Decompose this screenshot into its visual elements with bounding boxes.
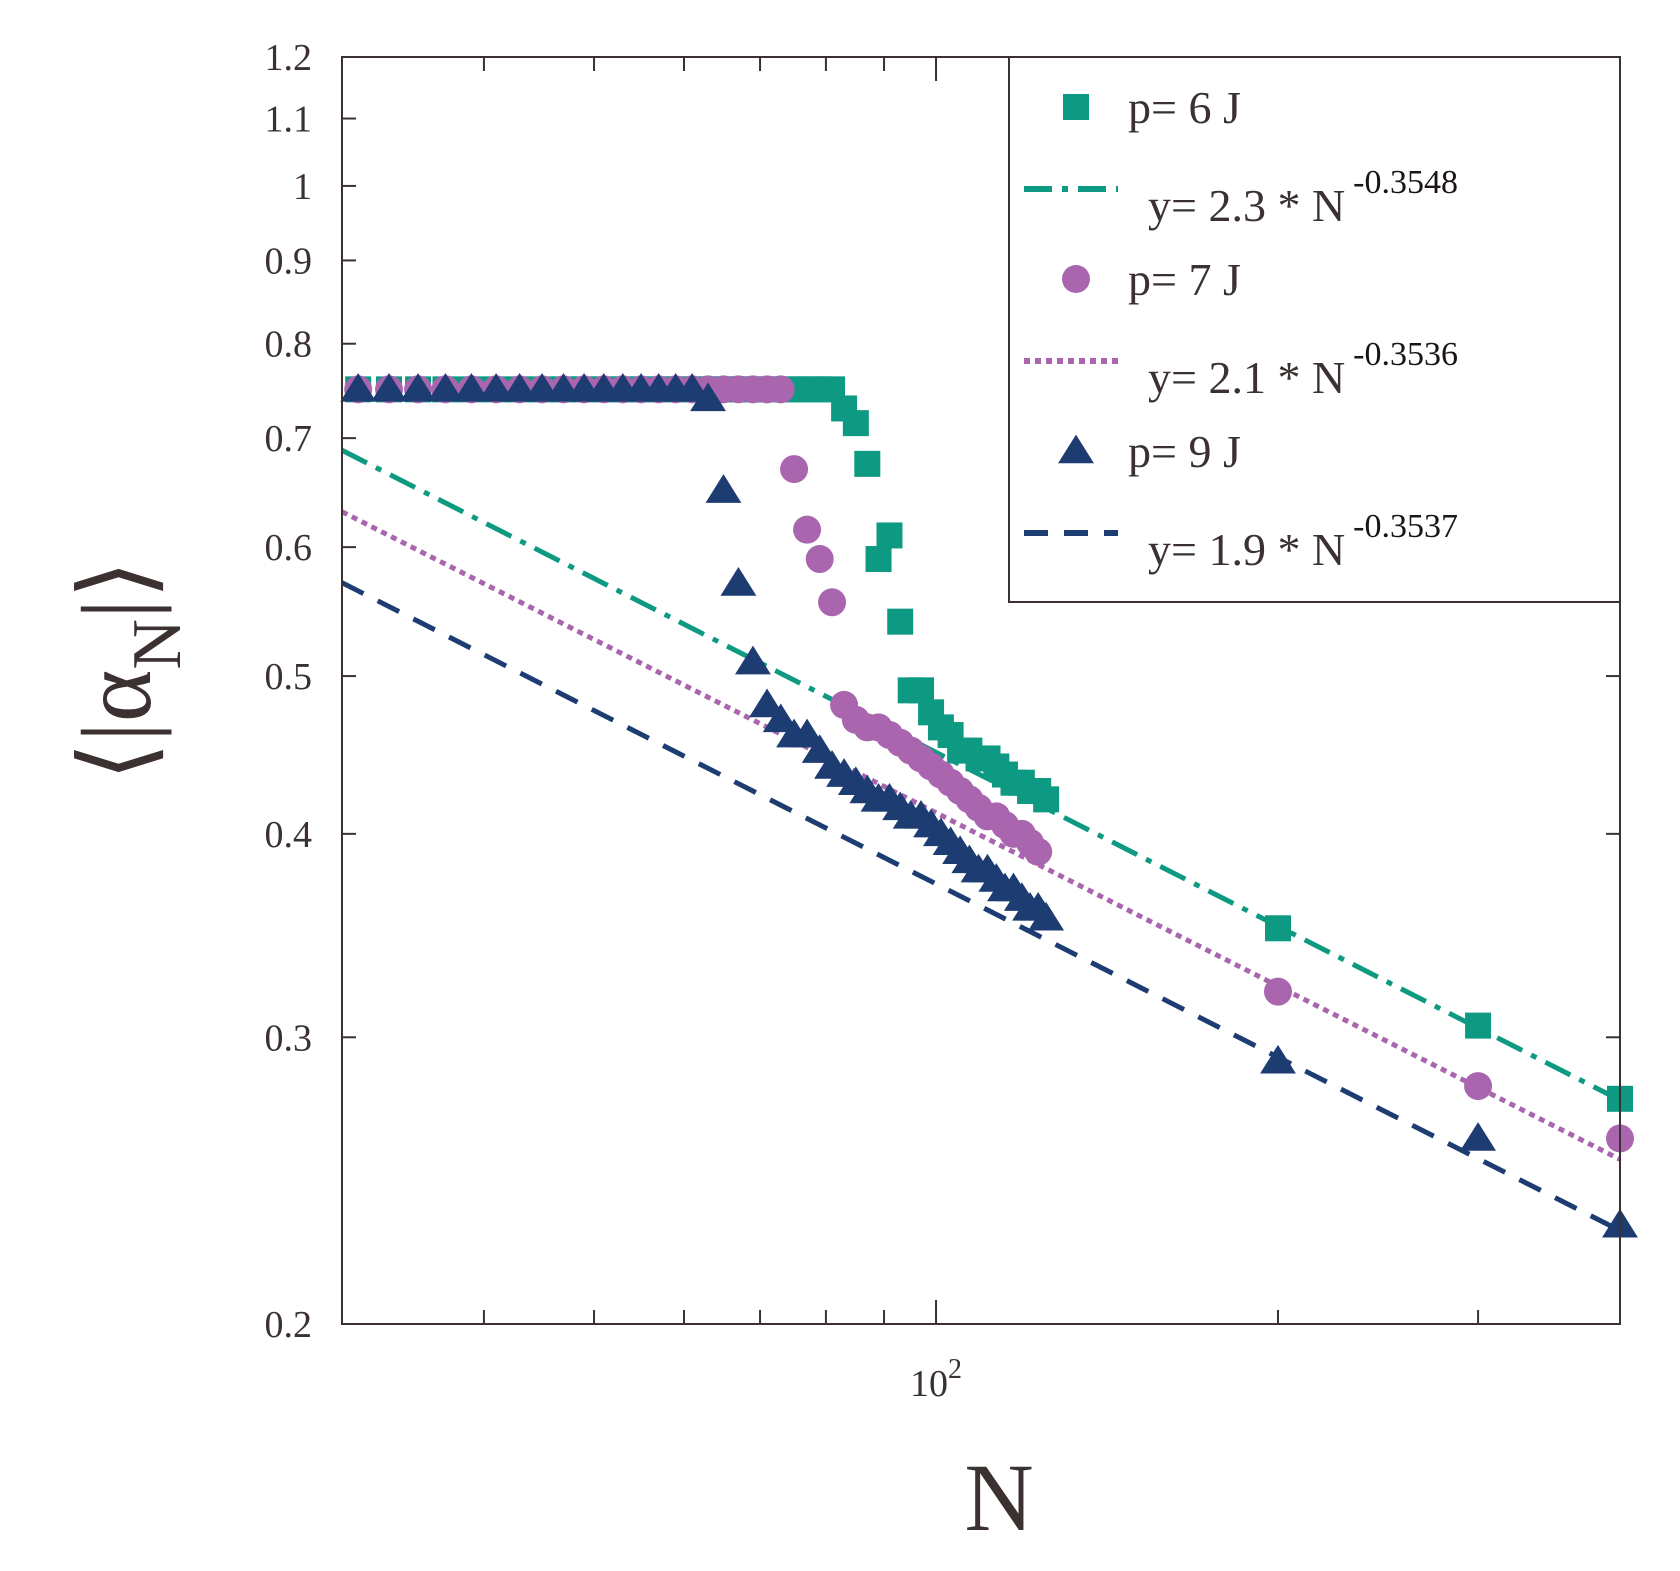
x-axis-label: N xyxy=(964,1444,1033,1551)
data-point xyxy=(427,372,464,402)
legend-label-base: y= 2.3 * N xyxy=(1148,180,1345,231)
data-point xyxy=(865,546,892,573)
data-point xyxy=(766,375,795,404)
data-point xyxy=(1465,1012,1492,1039)
data-point xyxy=(478,372,515,402)
y-axis-label-open: ⟨| xyxy=(61,722,172,781)
data-point xyxy=(453,372,490,402)
y-tick-label: 0.7 xyxy=(265,418,313,460)
y-axis-label-subscript: N xyxy=(119,619,196,670)
y-tick-labels: 0.2 0.3 0.4 0.5 0.6 0.7 0.8 0.9 1 1.1 1.2 xyxy=(265,37,313,1346)
legend-entry: y= 1.9 * N -0.3537 xyxy=(1024,508,1458,575)
svg-text:⟨|αN|⟩: ⟨|αN|⟩ xyxy=(61,560,196,781)
legend-entry: p= 9 J xyxy=(1058,426,1241,477)
data-point xyxy=(1024,837,1053,866)
legend-entry: p= 7 J xyxy=(1062,254,1241,305)
legend-label: p= 7 J xyxy=(1128,254,1241,305)
data-point xyxy=(805,545,834,574)
legend-label: y= 2.1 * N -0.3536 xyxy=(1148,336,1458,403)
data-point xyxy=(690,382,727,412)
y-tick-label: 0.5 xyxy=(265,656,313,698)
y-tick-label: 0.2 xyxy=(265,1304,313,1346)
data-point xyxy=(749,688,785,718)
y-axis-label-symbol: α xyxy=(61,670,172,722)
legend-label-exponent: -0.3537 xyxy=(1353,508,1458,545)
data-point xyxy=(1265,915,1292,942)
data-point xyxy=(854,450,881,477)
y-tick-label: 1 xyxy=(293,166,312,208)
legend-label: p= 6 J xyxy=(1128,82,1241,133)
fit-line-3 xyxy=(342,509,1620,1162)
y-tick-label: 0.8 xyxy=(265,324,313,366)
legend-marker xyxy=(1063,94,1089,120)
legend-marker xyxy=(1062,265,1090,293)
plot-frame xyxy=(341,56,1621,1325)
legend-box xyxy=(1008,56,1621,603)
data-point xyxy=(1028,901,1065,931)
y-tick-label: 0.3 xyxy=(265,1017,313,1059)
data-point xyxy=(876,522,903,549)
legend-label-exponent: -0.3536 xyxy=(1353,336,1458,373)
data-point xyxy=(1264,977,1293,1006)
legend-entry: y= 2.1 * N -0.3536 xyxy=(1024,336,1458,403)
data-point xyxy=(735,645,771,675)
legend-label-base: y= 1.9 * N xyxy=(1148,524,1345,575)
data-point xyxy=(400,372,436,402)
y-tick-label: 0.9 xyxy=(265,240,313,282)
data-markers xyxy=(340,372,1638,1238)
x-tick-labels: 102 xyxy=(910,1354,962,1405)
legend-entry: p= 6 J xyxy=(1063,82,1241,133)
y-tick-label: 0.6 xyxy=(265,527,313,569)
data-point xyxy=(1460,1122,1497,1151)
y-tick-label: 0.4 xyxy=(265,814,313,856)
legend-label-base: y= 2.1 * N xyxy=(1148,352,1345,403)
data-point xyxy=(793,515,822,544)
data-point xyxy=(1260,1044,1296,1074)
data-point xyxy=(887,608,914,635)
legend-label: p= 9 J xyxy=(1128,426,1241,477)
x-tick-label-base: 10 xyxy=(910,1363,948,1405)
data-point xyxy=(1033,786,1060,813)
y-tick-label: 1.2 xyxy=(265,37,313,79)
data-point xyxy=(340,372,377,402)
data-point xyxy=(1464,1072,1493,1101)
legend-label-exponent: -0.3548 xyxy=(1353,164,1458,201)
fit-line-1 xyxy=(342,448,1620,1103)
legend-marker xyxy=(1058,434,1094,464)
legend-entry: y= 2.3 * N -0.3548 xyxy=(1024,164,1458,231)
data-point xyxy=(818,588,847,617)
data-point xyxy=(762,703,799,733)
y-axis-label-close: |⟩ xyxy=(61,560,172,619)
data-point xyxy=(842,410,869,437)
legend-label: y= 2.3 * N -0.3548 xyxy=(1148,164,1458,231)
y-tick-label: 1.1 xyxy=(265,99,313,141)
data-point xyxy=(371,372,407,402)
data-point xyxy=(501,372,538,402)
data-point xyxy=(780,455,809,484)
data-point xyxy=(720,567,757,596)
x-tick-label-exp: 2 xyxy=(948,1354,962,1385)
data-point xyxy=(907,677,934,704)
series-triangle xyxy=(340,372,1638,1238)
y-axis-label: ⟨|αN|⟩ xyxy=(61,560,196,781)
data-point xyxy=(705,474,742,503)
fit-lines xyxy=(342,448,1620,1233)
legend-label: y= 1.9 * N -0.3537 xyxy=(1148,508,1458,575)
x-tick-label: 102 xyxy=(910,1354,962,1405)
